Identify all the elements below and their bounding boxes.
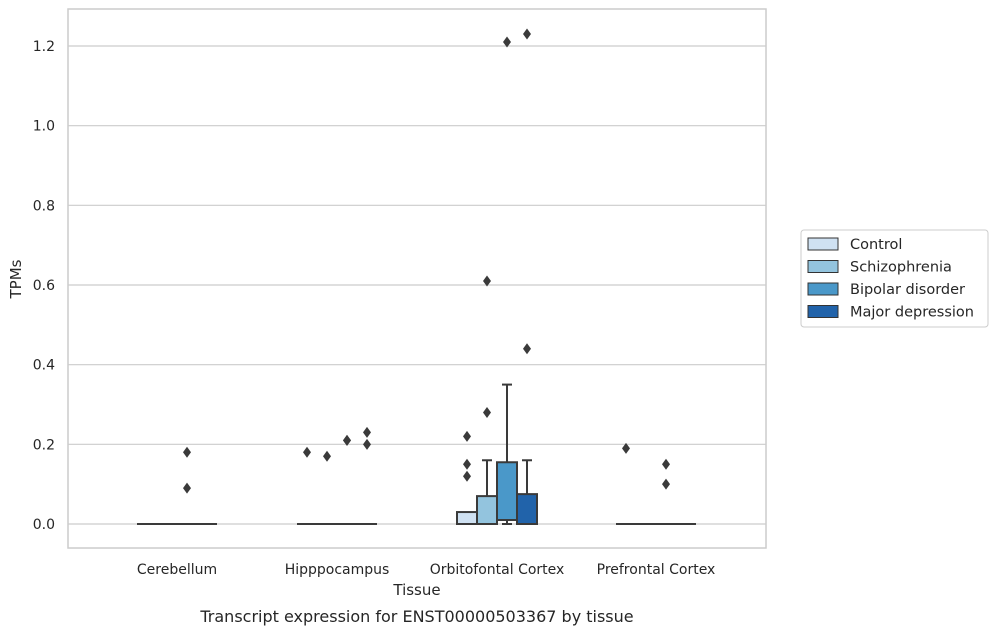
y-tick-label: 0.2 xyxy=(33,437,55,453)
box-control xyxy=(616,442,636,525)
outlier-point xyxy=(183,446,191,458)
legend-swatch xyxy=(807,260,839,273)
y-tick-label: 1.0 xyxy=(33,119,55,135)
box-major-depression xyxy=(357,426,377,525)
outlier-point xyxy=(363,426,371,438)
legend-label: Bipolar disorder xyxy=(850,282,965,298)
outlier-point xyxy=(662,478,670,490)
box-bipolar-disorder xyxy=(337,434,357,525)
outlier-point xyxy=(662,458,670,470)
legend-item: Major depression xyxy=(807,305,974,321)
box-body xyxy=(496,461,518,522)
box-body xyxy=(456,511,478,525)
x-tick-labels: Cerebellum Hipppocampus Orbitofontal Corte… xyxy=(137,562,715,578)
gridlines xyxy=(68,45,766,525)
outlier-point xyxy=(363,438,371,450)
box-body xyxy=(476,495,498,526)
box-schizophrenia xyxy=(317,450,337,525)
box-bipolar-disorder xyxy=(177,446,197,525)
outlier-point xyxy=(463,430,471,442)
outlier-point xyxy=(622,442,630,454)
outlier-point xyxy=(463,470,471,482)
legend-swatch xyxy=(807,237,839,251)
box-bipolar-disorder xyxy=(496,36,518,525)
outlier-point xyxy=(523,343,531,355)
outlier-point xyxy=(503,36,511,48)
y-tick-label: 0.0 xyxy=(33,517,55,533)
legend-label: Schizophrenia xyxy=(850,260,952,276)
outlier-point xyxy=(183,482,191,494)
legend-label: Major depression xyxy=(850,305,974,321)
legend-item: Bipolar disorder xyxy=(807,282,965,298)
y-tick-label: 0.6 xyxy=(33,278,55,294)
y-tick-label: 1.2 xyxy=(33,39,55,55)
legend-swatch xyxy=(807,305,839,318)
outlier-point xyxy=(303,446,311,458)
box-body xyxy=(516,493,538,525)
x-tick-label: Hipppocampus xyxy=(285,562,390,578)
outlier-point xyxy=(523,28,531,40)
legend-label: Control xyxy=(850,237,902,253)
legend-item: Schizophrenia xyxy=(807,260,952,276)
legend-frame xyxy=(800,229,989,328)
box-major-depression xyxy=(516,28,538,525)
outlier-point xyxy=(343,434,351,446)
x-tick-label: Cerebellum xyxy=(137,562,217,578)
legend-item: Control xyxy=(807,237,902,253)
x-tick-label: Prefrontal Cortex xyxy=(597,562,716,578)
y-axis-label: TPMs xyxy=(7,259,25,299)
y-tick-label: 0.8 xyxy=(33,198,55,214)
x-tick-label: Orbitofontal Cortex xyxy=(430,562,565,578)
axes-frame xyxy=(67,8,767,549)
outlier-point xyxy=(483,406,491,418)
boxes xyxy=(137,28,696,526)
outlier-point xyxy=(463,458,471,470)
x-axis-label: Tissue xyxy=(392,581,440,599)
box-bipolar-disorder xyxy=(656,458,676,525)
chart-title: Transcript expression for ENST0000050336… xyxy=(199,607,633,626)
box-schizophrenia xyxy=(476,275,498,526)
legend-swatch xyxy=(807,282,839,296)
box-control xyxy=(297,446,317,525)
legend: Control Schizophrenia Bipolar disorder Majo… xyxy=(800,229,989,328)
outlier-point xyxy=(323,450,331,462)
outlier-point xyxy=(483,275,491,287)
y-tick-labels: 0.0 0.2 0.4 0.6 0.8 1.0 1.2 xyxy=(33,39,55,533)
y-tick-label: 0.4 xyxy=(33,358,55,374)
